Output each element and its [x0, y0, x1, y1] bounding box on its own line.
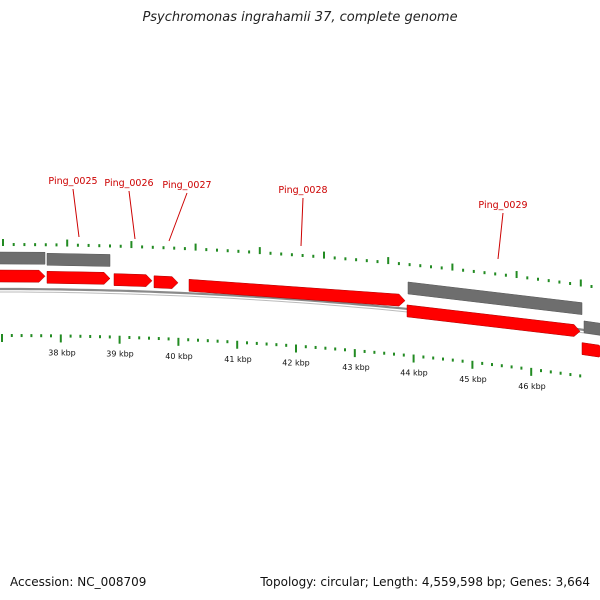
- kbp-label: 46 kbp: [518, 382, 546, 391]
- gene-label-leader: [128, 190, 136, 240]
- kbp-label: 43 kbp: [342, 363, 370, 372]
- gene-label[interactable]: Ping_0029: [478, 200, 527, 211]
- grey-feature-block: [407, 281, 583, 315]
- kbp-label: 44 kbp: [400, 369, 428, 378]
- genome-title: Psychromonas ingrahamii 37, complete gen…: [142, 10, 458, 25]
- gene-label-leader: [300, 197, 304, 247]
- kbp-label: 40 kbp: [165, 352, 193, 361]
- kbp-label: 45 kbp: [459, 375, 487, 384]
- gene-arrow[interactable]: [188, 279, 406, 307]
- gene-label[interactable]: Ping_0027: [162, 180, 211, 191]
- gene-label-leader: [72, 188, 80, 238]
- gene-label-leader: [497, 212, 504, 260]
- gene-label[interactable]: Ping_0026: [104, 178, 153, 189]
- genome-summary-label: Topology: circular; Length: 4,559,598 bp…: [260, 575, 590, 589]
- grey-feature-block: [46, 253, 111, 267]
- kbp-label: 42 kbp: [282, 359, 310, 368]
- gene-label[interactable]: Ping_0028: [278, 185, 327, 196]
- gene-arrow[interactable]: [581, 342, 600, 358]
- gene-arrow[interactable]: [406, 304, 581, 337]
- grey-feature-block: [583, 320, 600, 336]
- gene-arrow[interactable]: [153, 275, 179, 289]
- kbp-label: 39 kbp: [106, 350, 134, 359]
- gene-label-leader: [168, 192, 188, 242]
- gene-arrow[interactable]: [46, 271, 111, 285]
- accession-label: Accession: NC_008709: [10, 575, 147, 589]
- grey-feature-block: [0, 251, 46, 265]
- gene-arrow[interactable]: [0, 269, 46, 283]
- kbp-label: 41 kbp: [224, 355, 252, 364]
- gene-label[interactable]: Ping_0025: [48, 176, 97, 187]
- kbp-label: 38 kbp: [48, 348, 76, 357]
- gene-arrow[interactable]: [113, 273, 153, 287]
